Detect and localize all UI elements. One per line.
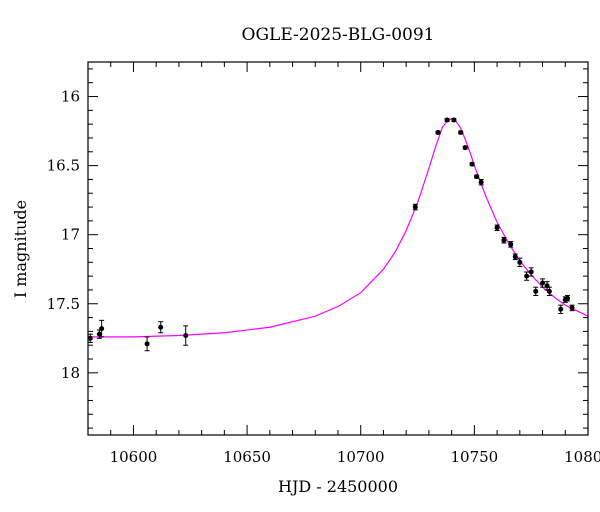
x-tick-label: 10800	[564, 448, 600, 466]
data-point	[474, 174, 480, 180]
data-marker	[508, 241, 514, 247]
y-tick-label: 16.5	[47, 157, 80, 175]
data-point	[569, 304, 575, 312]
chart-title: OGLE-2025-BLG-0091	[242, 25, 435, 45]
data-marker	[533, 288, 539, 294]
data-point	[528, 267, 534, 277]
data-marker	[88, 335, 93, 341]
data-marker	[501, 237, 507, 243]
data-point	[512, 253, 518, 261]
y-tick-label: 17.5	[47, 295, 80, 313]
data-point	[99, 319, 105, 338]
data-marker	[458, 129, 464, 135]
data-point	[435, 129, 441, 135]
data-marker	[524, 273, 530, 279]
data-marker	[565, 295, 571, 301]
x-tick-label: 10600	[110, 448, 158, 466]
data-point	[144, 336, 150, 352]
data-point	[544, 281, 550, 291]
data-point	[501, 236, 507, 244]
data-point	[517, 257, 523, 267]
data-marker	[183, 333, 189, 339]
data-point	[533, 286, 539, 296]
data-point	[524, 271, 530, 281]
y-axis-label: I magnitude	[11, 200, 30, 298]
plot-frame	[87, 61, 589, 436]
data-marker	[462, 145, 468, 151]
data-point	[158, 321, 164, 334]
data-point	[494, 224, 500, 232]
data-marker	[546, 288, 552, 294]
data-point	[458, 129, 464, 135]
data-marker	[494, 225, 500, 231]
data-point	[183, 325, 189, 346]
model-curve	[88, 117, 588, 338]
data-marker	[96, 331, 102, 337]
data-point	[444, 117, 450, 123]
data-point	[546, 286, 552, 296]
data-point	[451, 117, 457, 123]
y-tick-label: 18	[61, 364, 80, 382]
x-tick-label: 10750	[451, 448, 499, 466]
data-marker	[512, 254, 518, 260]
data-point	[412, 203, 418, 211]
x-tick-label: 10700	[337, 448, 385, 466]
data-point	[508, 241, 514, 248]
data-point	[88, 333, 93, 343]
y-tick-label: 16	[61, 88, 80, 106]
data-marker	[474, 174, 480, 180]
data-point	[540, 278, 546, 288]
data-marker	[158, 324, 164, 330]
data-marker	[558, 306, 564, 312]
data-marker	[528, 269, 534, 275]
data-marker	[99, 326, 105, 332]
data-marker	[435, 129, 441, 135]
x-tick-label: 10650	[223, 448, 271, 466]
data-marker	[144, 341, 150, 347]
data-marker	[451, 117, 457, 123]
data-marker	[444, 117, 450, 123]
data-point	[462, 145, 468, 151]
data-marker	[469, 161, 475, 167]
x-axis-label: HJD - 2450000	[278, 477, 398, 496]
y-tick-label: 17	[61, 226, 80, 244]
data-marker	[517, 259, 523, 265]
data-point	[478, 178, 484, 186]
data-marker	[478, 179, 484, 185]
data-point	[565, 294, 571, 302]
data-marker	[412, 204, 418, 210]
data-point	[558, 304, 564, 314]
data-marker	[569, 305, 575, 311]
data-point	[469, 161, 475, 167]
data-marker	[540, 280, 546, 286]
